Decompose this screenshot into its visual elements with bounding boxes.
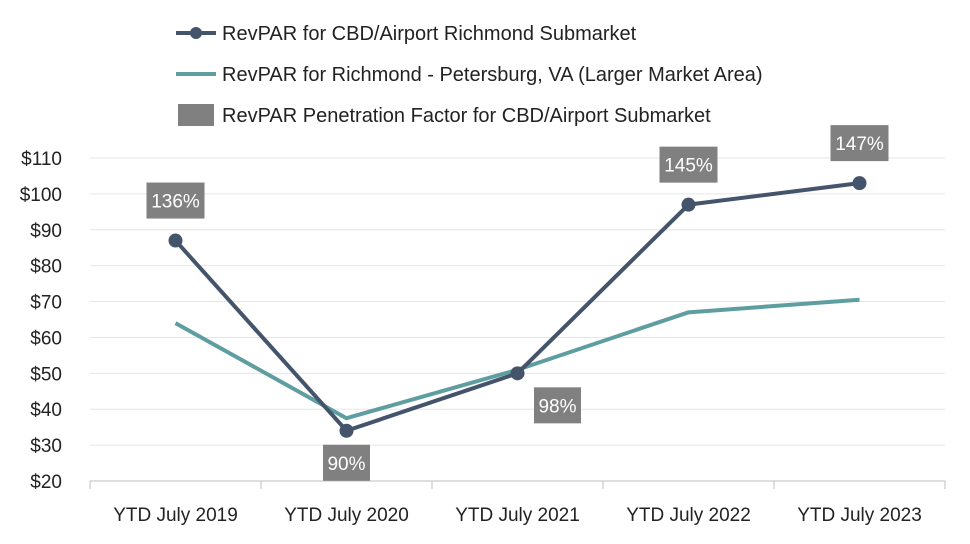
legend-label-market: RevPAR for Richmond - Petersburg, VA (La…	[222, 64, 763, 86]
penetration-labels: 136% 90% 98% 145% 147%	[146, 125, 889, 481]
penetration-label: 145%	[659, 146, 718, 183]
legend-swatch-penetration	[178, 104, 214, 126]
x-tick-label: YTD July 2022	[626, 505, 751, 526]
legend: RevPAR for CBD/Airport Richmond Submarke…	[176, 23, 763, 127]
x-tick-label: YTD July 2019	[113, 505, 238, 526]
legend-item-submarket: RevPAR for CBD/Airport Richmond Submarke…	[176, 23, 637, 45]
penetration-label: 98%	[534, 387, 581, 424]
data-point-submarket	[168, 233, 183, 248]
penetration-label-text: 98%	[538, 396, 576, 417]
penetration-label-box	[830, 125, 889, 162]
legend-item-market: RevPAR for Richmond - Petersburg, VA (La…	[176, 64, 763, 86]
y-tick-label: $80	[30, 257, 62, 278]
data-point-submarket	[339, 423, 354, 438]
penetration-label-text: 136%	[151, 192, 200, 213]
y-tick-label: $20	[30, 472, 62, 493]
series	[168, 176, 867, 438]
penetration-label-text: 147%	[835, 134, 884, 155]
penetration-label-box	[659, 146, 718, 183]
penetration-label-box	[146, 182, 205, 219]
y-axis: $20 $30 $40 $50 $60 $70 $80 $90 $100 $110	[20, 149, 62, 493]
penetration-label: 136%	[146, 182, 205, 219]
y-tick-label: $100	[20, 185, 62, 206]
y-tick-label: $60	[30, 328, 62, 349]
penetration-label-text: 145%	[664, 156, 713, 177]
y-tick-label: $40	[30, 400, 62, 421]
x-tick-label: YTD July 2023	[797, 505, 922, 526]
y-tick-label: $30	[30, 436, 62, 457]
legend-item-penetration: RevPAR Penetration Factor for CBD/Airpor…	[178, 104, 711, 127]
legend-label-submarket: RevPAR for CBD/Airport Richmond Submarke…	[222, 23, 637, 45]
penetration-label: 147%	[830, 125, 889, 162]
x-axis: YTD July 2019 YTD July 2020 YTD July 2021 Y…	[89, 480, 946, 526]
x-tick-label: YTD July 2021	[455, 505, 580, 526]
penetration-label: 90%	[323, 444, 370, 481]
legend-label-penetration: RevPAR Penetration Factor for CBD/Airpor…	[222, 105, 711, 127]
data-point-submarket	[681, 197, 696, 212]
data-point-submarket	[510, 366, 525, 381]
penetration-label-box	[323, 444, 370, 481]
data-point-submarket	[852, 176, 867, 191]
penetration-label-box	[534, 387, 581, 424]
y-tick-label: $50	[30, 364, 62, 385]
y-tick-label: $90	[30, 221, 62, 242]
x-tick-label: YTD July 2020	[284, 505, 409, 526]
penetration-label-text: 90%	[327, 454, 365, 475]
series-line-market	[174, 297, 860, 421]
legend-marker-submarket	[190, 27, 202, 39]
y-tick-label: $110	[21, 149, 62, 170]
y-tick-label: $70	[30, 293, 62, 314]
